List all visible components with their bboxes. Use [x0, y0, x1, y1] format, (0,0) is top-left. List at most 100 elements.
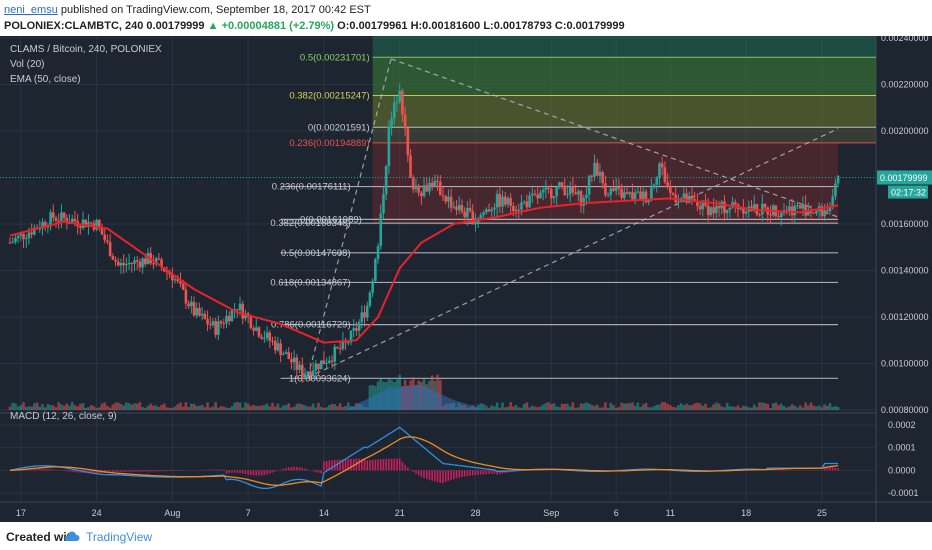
volume-bar [114, 402, 117, 410]
candle-body [214, 321, 217, 335]
volume-bar [230, 406, 234, 410]
volume-bar [125, 402, 128, 410]
volume-bar [834, 405, 837, 410]
candle-body [579, 191, 583, 206]
date-tick-label: 18 [741, 508, 751, 518]
candle-body [87, 222, 90, 227]
volume-bar [244, 402, 247, 410]
volume-bar [693, 403, 696, 410]
candle-body [809, 211, 813, 213]
volume-bar [76, 406, 79, 410]
macd-panel [9, 426, 839, 490]
volume-bar [744, 406, 748, 410]
candle-body [666, 182, 669, 187]
last-price-badge [877, 170, 932, 185]
created-with-text: Created with [6, 530, 79, 544]
author-link[interactable]: neni_emsu [4, 4, 58, 16]
candle-body [617, 187, 621, 189]
candle-body [233, 309, 236, 311]
volume-bar [763, 403, 767, 410]
candle-body [309, 371, 312, 376]
candle-body [620, 188, 623, 198]
candle-body [295, 357, 299, 370]
volume-bar [208, 407, 212, 410]
volume-bar [103, 402, 107, 410]
volume-bar [100, 403, 104, 410]
candle-body [401, 90, 404, 115]
volume-bar [587, 403, 591, 410]
fib-label: 1(0.00093624) [289, 373, 351, 384]
candle-body [457, 204, 461, 211]
volume-bar [41, 404, 44, 410]
candle-body [119, 263, 123, 266]
tradingview-link[interactable]: TradingView [86, 530, 153, 544]
volume-bar [639, 406, 642, 410]
candle-body [179, 281, 182, 284]
volume-bar [779, 403, 783, 410]
candle-body [669, 186, 672, 193]
candle-body [495, 193, 499, 208]
chart-area[interactable]: 0.5(0.00231701) 0.382(0.00215247) 0(0.0020… [0, 33, 932, 522]
candle-body [349, 330, 353, 343]
volume-bar [314, 407, 318, 410]
candle-body [663, 167, 667, 183]
chart-svg[interactable]: 0.5(0.00231701) 0.382(0.00215247) 0(0.0020… [0, 33, 932, 522]
volume-bar [152, 405, 155, 410]
volume-bar [284, 405, 288, 410]
volume-bar [300, 404, 304, 410]
volume-bar [571, 402, 575, 410]
volume-bar [171, 407, 174, 410]
volume-bar [747, 407, 751, 410]
volume-bar [817, 405, 821, 410]
candle-body [577, 191, 580, 195]
candle-body [560, 182, 564, 187]
volume-bar [311, 403, 315, 410]
volume-bar [479, 403, 483, 410]
symbol-line: POLONIEX:CLAMBTC, 240 [4, 20, 144, 32]
candle-body [606, 194, 610, 196]
candle-body [317, 363, 320, 370]
candle-body [660, 163, 664, 168]
candle-body [533, 193, 537, 195]
candle-body [598, 171, 602, 176]
volume-bar [233, 402, 236, 410]
volume-bar [663, 402, 667, 410]
candle-body [641, 191, 645, 200]
candle-body [298, 364, 301, 370]
candle-body [677, 201, 680, 203]
volume-bar [487, 407, 491, 410]
candle-body [590, 175, 594, 177]
volume-bar [106, 405, 109, 410]
volume-bar [319, 406, 323, 410]
volume-bar [528, 407, 531, 410]
date-tick-label: 24 [92, 508, 102, 518]
candle-body [739, 208, 742, 210]
candle-body [333, 346, 337, 362]
symbol-quote: POLONIEX:CLAMBTC, 240 0.00179999 ▲ +0.00… [4, 20, 625, 32]
candle-body [238, 303, 242, 311]
candle-body [468, 207, 472, 212]
candle-body [62, 212, 66, 219]
candle-body [116, 261, 120, 266]
candle-body [227, 315, 231, 322]
volume-bar [785, 407, 788, 410]
candle-body [282, 353, 285, 356]
candle-body [506, 197, 510, 205]
candle-body [517, 209, 521, 211]
candle-body [249, 316, 253, 329]
volume-bar [807, 405, 810, 410]
volume-bar [16, 406, 20, 410]
candle-body [595, 162, 599, 176]
volume-bar [92, 406, 96, 410]
fib-zone-olive [372, 95, 876, 128]
candle-body [222, 323, 226, 325]
volume-bar [149, 403, 153, 410]
candle-body [325, 362, 328, 365]
volume-bar [652, 406, 656, 410]
volume-bar [81, 403, 85, 410]
candle-body [160, 259, 163, 268]
candle-body [217, 321, 220, 335]
candle-body [374, 259, 377, 281]
fib-zone-neutral [372, 127, 876, 143]
candle-body [125, 264, 128, 266]
